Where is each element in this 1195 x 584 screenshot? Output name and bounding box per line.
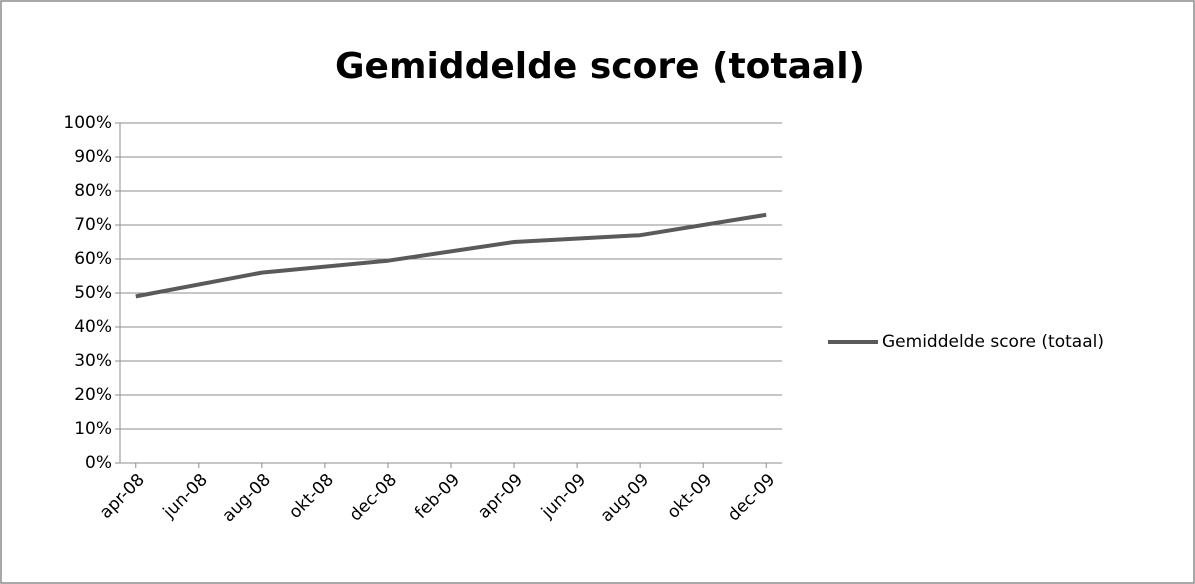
y-tick-label: 30% [74,351,112,371]
legend-label: Gemiddelde score (totaal) [882,332,1104,352]
y-tick-label: 100% [63,113,112,133]
y-tick-label: 0% [85,453,112,473]
y-tick-label: 90% [74,147,112,167]
y-tick-label: 70% [74,215,112,235]
y-tick-label: 10% [74,419,112,439]
y-tick-label: 50% [74,283,112,303]
y-tick-label: 80% [74,181,112,201]
y-tick-label: 20% [74,385,112,405]
y-tick-label: 40% [74,317,112,337]
chart-title: Gemiddelde score (totaal) [335,46,865,87]
data-line [135,212,767,299]
y-tick-label: 60% [74,249,112,269]
